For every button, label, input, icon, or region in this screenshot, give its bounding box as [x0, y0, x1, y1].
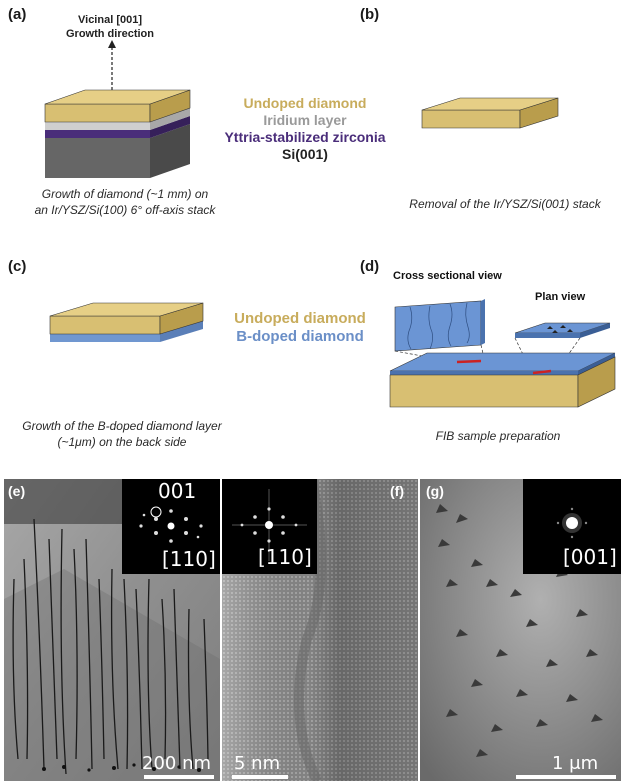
legend-undoped: Undoped diamond [243, 95, 367, 111]
dislocation-lines [407, 302, 470, 350]
panel-b-label: (b) [360, 6, 380, 23]
bdoped-stack-diagram [49, 302, 204, 342]
panel-e-label: (e) [8, 483, 26, 499]
panel-b-caption: Removal of the Ir/YSZ/Si(001) stack [409, 197, 601, 211]
tem-image-g: [001] (g) 1 μm [420, 479, 621, 781]
panel-a-caption: Growth of diamond (~1 mm) on an Ir/YSZ/S… [10, 186, 240, 218]
iridium-layer-side [150, 108, 190, 130]
slab-undoped-front [389, 374, 579, 408]
diffraction-pattern-g [556, 507, 588, 539]
slab-bdoped-top [389, 352, 616, 372]
tem-image-f: [110] (f) 5 nm [222, 479, 418, 781]
inset-e-zone-axis: [110] [162, 547, 216, 571]
ysz-layer-side [150, 116, 190, 138]
panel-a-caption-line1: Growth of diamond (~1 mm) on [41, 187, 209, 201]
fft-inset-f: [110] [222, 479, 317, 574]
inset-f-zone-axis: [110] [258, 545, 312, 569]
diffraction-inset-g: [001] [523, 479, 621, 574]
fft-pattern-f [232, 489, 307, 561]
tem-image-e: 001 [110] (e) 200 nm [4, 479, 220, 781]
layer-stack-diagram [44, 40, 191, 178]
panel-c-caption-line2: (~1μm) on the back side [57, 435, 187, 449]
bdoped-layer-side [160, 321, 203, 342]
cross-lamella-side [481, 299, 485, 345]
scale-bar-g [516, 775, 616, 779]
plan-plate-side [580, 323, 610, 338]
inset-g-zone-axis: [001] [563, 545, 617, 569]
fib-mark-plan [532, 369, 552, 375]
panel-c-caption-line1: Growth of the B-doped diamond layer [22, 419, 222, 433]
si-layer-side [150, 124, 190, 178]
diffraction-inset-e: 001 [110] [122, 479, 220, 574]
tem-e-texture [4, 479, 220, 781]
slab-bdoped-side [578, 353, 615, 375]
fib-mark-cross [456, 359, 482, 364]
cross-lamella-front [394, 300, 482, 352]
growth-direction-label: Vicinal [001] Growth direction [55, 13, 165, 41]
iridium-layer-front [45, 122, 150, 130]
bdoped-legend: Undoped diamond B-doped diamond [225, 310, 375, 346]
stack-legend: Undoped diamond Iridium layer Yttria-sta… [210, 95, 400, 163]
plan-defects [547, 325, 573, 333]
scale-label-f: 5 nm [234, 753, 281, 774]
panel-c-caption: Growth of the B-doped diamond layer (~1μ… [2, 418, 242, 450]
panel-c-label: (c) [8, 258, 27, 275]
si-layer-front [45, 138, 150, 178]
diamond-layer-top [44, 89, 191, 105]
inset-e-top-label: 001 [158, 479, 197, 503]
diamond-layer-front [44, 103, 151, 123]
legend-c-bdoped: B-doped diamond [236, 328, 364, 345]
scale-bar-e [144, 775, 214, 779]
tem-g-texture [420, 479, 621, 781]
panel-d-label: (d) [360, 258, 380, 275]
slab-undoped-side [577, 356, 616, 408]
legend-si: Si(001) [282, 146, 328, 162]
panel-d-caption: FIB sample preparation [435, 429, 561, 443]
diamond-plate-diagram [421, 97, 559, 129]
legend-ysz: Yttria-stabilized zirconia [224, 129, 386, 145]
legend-c-undoped: Undoped diamond [234, 310, 366, 327]
growth-arrow-head [108, 40, 116, 48]
growth-direction-line2: Growth direction [66, 28, 154, 40]
cross-view-label: Cross sectional view [393, 270, 502, 282]
scale-label-g: 1 μm [552, 753, 599, 774]
panel-a-label: (a) [8, 6, 27, 23]
scale-bar-f [232, 775, 288, 779]
diffraction-pattern-e [139, 506, 203, 543]
bdoped-layer-front [50, 334, 160, 342]
ysz-layer-front [45, 130, 150, 138]
undoped-layer-top [49, 302, 204, 317]
growth-direction-line1: Vicinal [001] [78, 14, 142, 26]
panel-f-label: (f) [390, 483, 404, 499]
circled-reflection [150, 506, 162, 518]
undoped-layer-front [49, 315, 161, 335]
plan-plate-front [515, 333, 580, 338]
panel-g-label: (g) [426, 483, 444, 499]
fib-diagram [389, 299, 616, 408]
plate-front [421, 109, 521, 129]
scale-label-e: 200 nm [142, 753, 212, 774]
legend-iridium: Iridium layer [263, 112, 347, 128]
slab-bdoped-front [390, 371, 578, 375]
panel-a-caption-line2: an Ir/YSZ/Si(100) 6° off-axis stack [34, 203, 216, 217]
plate-top [421, 97, 559, 111]
plan-view-label: Plan view [535, 291, 586, 303]
